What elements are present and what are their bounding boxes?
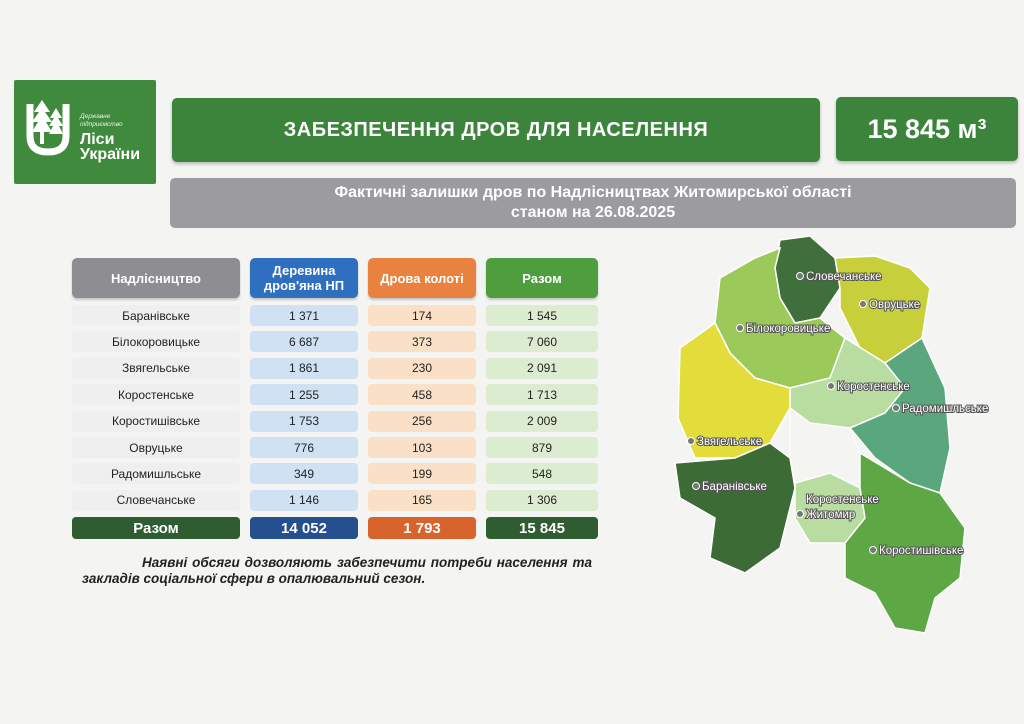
table-cell: 103 [368,437,476,458]
map-region-baranivske [674,442,796,574]
map-region-center-gap [789,407,861,489]
table-cell: 1 861 [250,357,358,379]
table-cell: 1 146 [250,489,358,511]
logo-name: Ліси України [80,131,141,163]
totals-cell: 14 052 [250,517,358,539]
table-cell: 2 091 [486,357,598,379]
table-cell: 548 [486,463,598,485]
table-cell: 776 [250,437,358,458]
table-cell: Звягельське [72,357,240,379]
subtitle-line-1: Фактичні залишки дров по Надлісництвах Ж… [334,184,852,201]
table-cell: 1 545 [486,305,598,326]
map-label-korostyshivske: Коростишівське [879,545,963,557]
subtitle-line-2: станом на 26.08.2025 [510,204,676,221]
table-cell: 230 [368,357,476,379]
total-volume-badge: 15 845 м³ [836,97,1018,161]
map-label-ovrutske: Овруцьке [869,299,920,311]
map-label-radomyshlske: Радомишльське [902,403,988,415]
zhytomyr-region-map: Словечанське Овруцьке Білокоровицьке Кор… [674,235,989,634]
map-label-korostenske: Коростенське [837,381,910,393]
totals-cell: 15 845 [486,517,598,539]
table-cell: Овруцьке [72,437,240,458]
table-cell: 174 [368,305,476,326]
table-cell: 1 371 [250,305,358,326]
totals-cell: Разом [72,517,240,539]
table-cell: Білокоровицьке [72,331,240,353]
map-label-bilokorovytske: Білокоровицьке [746,323,830,335]
table-cell: 349 [250,463,358,485]
map-label-slovechanske: Словечанське [806,271,882,283]
map-label-zhytomyr: Житомир [806,509,855,521]
header-name: Надлісництво [72,258,240,298]
table-cell: Баранівське [72,305,240,326]
header-split-firewood: Дрова колоті [368,258,476,298]
table-cell: 373 [368,331,476,353]
map-labels: Словечанське Овруцьке Білокоровицьке Кор… [687,270,989,558]
table-cell: 199 [368,463,476,485]
page-title: ЗАБЕЗПЕЧЕННЯ ДРОВ ДЛЯ НАСЕЛЕННЯ [172,98,820,162]
forest-logo-icon [26,100,70,156]
table-cell: 1 306 [486,489,598,511]
table-cell: 1 713 [486,384,598,406]
totals-cell: 1 793 [368,517,476,539]
map-label-baranivske: Баранівське [702,481,767,493]
table-cell: Коростишівське [72,410,240,432]
table-cell: Словечанське [72,489,240,511]
table-cell: 1 753 [250,410,358,432]
table-cell: 165 [368,489,476,511]
map-region-korostyshivske [844,451,966,634]
lisy-ukrainy-logo: Державне підприємство Ліси України [14,80,156,184]
table-cell: Коростенське [72,384,240,406]
header-firewood-np: Деревина дров'яна НП [250,258,358,298]
table-cell: 6 687 [250,331,358,353]
map-label-korostenske-south: Коростенське [806,494,879,506]
table-cell: 256 [368,410,476,432]
header-total: Разом [486,258,598,298]
table-cell: 458 [368,384,476,406]
map-label-zviahelske: Звягельське [697,436,762,448]
logo-subtitle: Державне підприємство [80,113,123,128]
table-cell: 2 009 [486,410,598,432]
table-cell: 7 060 [486,331,598,353]
table-cell: 1 255 [250,384,358,406]
table-cell: 879 [486,437,598,458]
subtitle-box: Фактичні залишки дров по Надлісництвах Ж… [170,178,1016,228]
footnote: Наявні обсяги дозволяють забезпечити пот… [82,555,592,586]
table-cell: Радомишльське [72,463,240,485]
